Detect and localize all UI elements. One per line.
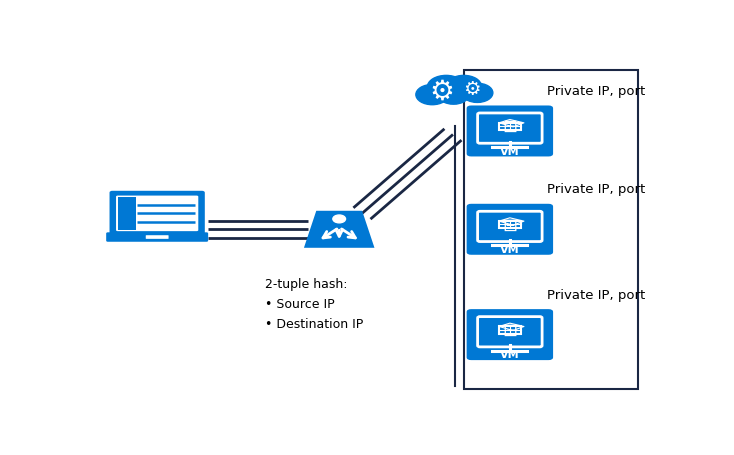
Text: VM: VM (500, 147, 520, 157)
FancyBboxPatch shape (106, 233, 208, 242)
Text: ⊟: ⊟ (502, 321, 517, 339)
Circle shape (416, 85, 448, 106)
Circle shape (438, 86, 469, 105)
Text: Private IP, port: Private IP, port (547, 288, 645, 301)
FancyBboxPatch shape (109, 192, 205, 236)
Text: ⊟: ⊟ (502, 118, 517, 136)
FancyBboxPatch shape (478, 317, 542, 347)
Circle shape (333, 216, 346, 223)
Circle shape (446, 76, 482, 98)
Polygon shape (304, 211, 374, 248)
Text: 2-tuple hash:
• Source IP
• Destination IP: 2-tuple hash: • Source IP • Destination … (265, 277, 363, 330)
Circle shape (462, 84, 493, 103)
Text: Private IP, port: Private IP, port (547, 183, 645, 196)
Text: ⚙: ⚙ (463, 80, 481, 99)
Text: Private IP, port: Private IP, port (547, 85, 645, 98)
FancyBboxPatch shape (478, 114, 542, 144)
FancyBboxPatch shape (467, 106, 553, 157)
FancyBboxPatch shape (478, 212, 542, 242)
Text: VM: VM (500, 349, 520, 359)
Circle shape (427, 76, 465, 99)
FancyBboxPatch shape (467, 309, 553, 360)
FancyBboxPatch shape (146, 236, 169, 239)
Text: ⚙: ⚙ (429, 77, 454, 105)
FancyBboxPatch shape (118, 197, 136, 230)
FancyBboxPatch shape (116, 196, 198, 232)
Text: VM: VM (500, 244, 520, 254)
Text: ⊟: ⊟ (502, 216, 517, 234)
FancyBboxPatch shape (467, 204, 553, 255)
FancyBboxPatch shape (465, 71, 638, 389)
